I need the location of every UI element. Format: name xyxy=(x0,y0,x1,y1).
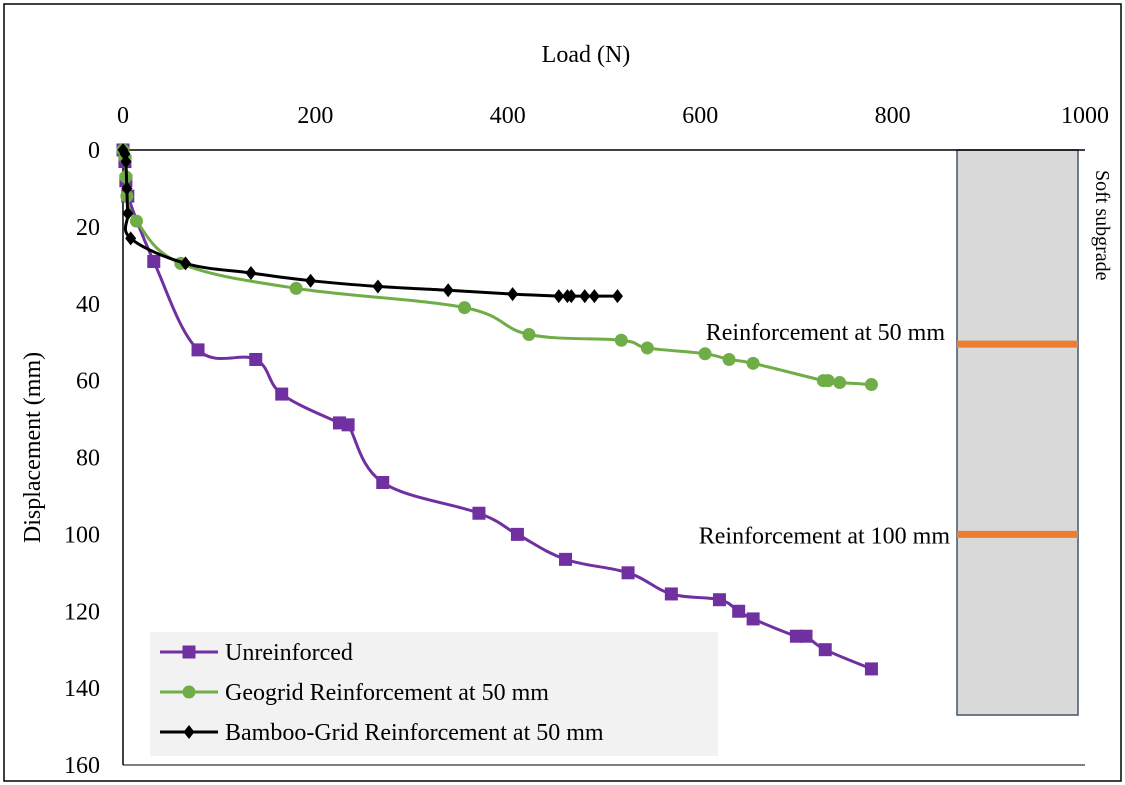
legend-marker xyxy=(182,685,196,699)
data-point xyxy=(245,266,257,280)
data-point xyxy=(565,289,577,304)
data-point xyxy=(122,206,134,221)
x-tick-label: 400 xyxy=(490,103,526,129)
soft-subgrade-label: Soft subgrade xyxy=(1091,170,1113,281)
y-tick-label: 140 xyxy=(64,676,100,702)
data-point xyxy=(289,281,303,295)
data-point xyxy=(821,374,835,388)
data-point xyxy=(191,343,205,357)
y-tick-label: 60 xyxy=(76,369,100,395)
data-point xyxy=(129,214,143,228)
data-point xyxy=(698,347,712,361)
data-point xyxy=(588,289,600,304)
series-group xyxy=(117,143,623,304)
data-point xyxy=(746,612,760,626)
y-tick-label: 80 xyxy=(76,446,100,472)
data-point xyxy=(664,587,678,601)
data-point xyxy=(507,287,519,302)
data-point xyxy=(121,181,133,196)
data-point xyxy=(442,283,454,298)
data-point xyxy=(120,154,132,169)
x-axis-title: Load (N) xyxy=(542,42,631,68)
data-point xyxy=(640,341,654,355)
y-tick-label: 100 xyxy=(64,522,100,548)
data-point xyxy=(864,377,878,391)
reinforcement-50-label: Reinforcement at 50 mm xyxy=(706,320,946,346)
data-point xyxy=(458,301,472,315)
data-point xyxy=(611,289,623,304)
data-point xyxy=(180,256,192,271)
data-point xyxy=(305,273,317,288)
data-point xyxy=(372,279,384,294)
x-tick-label: 0 xyxy=(117,103,129,129)
series-layer xyxy=(116,143,878,676)
legend-label: Geogrid Reinforcement at 50 mm xyxy=(225,680,549,706)
y-tick-labels: 0 20 40 60 80 100 120 140 160 xyxy=(64,138,100,779)
data-point xyxy=(818,643,832,657)
data-point xyxy=(799,629,813,643)
data-point xyxy=(722,352,736,366)
data-point xyxy=(864,662,878,676)
data-point xyxy=(579,289,591,304)
y-tick-label: 40 xyxy=(76,292,100,318)
y-tick-label: 120 xyxy=(64,599,100,625)
legend-item: Geogrid Reinforcement at 50 mm xyxy=(160,680,549,706)
x-tick-label: 1000 xyxy=(1061,103,1109,129)
y-tick-label: 20 xyxy=(76,215,100,241)
data-point xyxy=(249,352,263,366)
data-point xyxy=(341,418,355,432)
data-point xyxy=(522,328,536,341)
data-point xyxy=(376,475,390,489)
legend-marker xyxy=(182,645,196,659)
x-tick-label: 200 xyxy=(297,103,333,129)
x-tick-label: 600 xyxy=(682,103,718,129)
soft-subgrade-box xyxy=(956,149,1079,716)
legend-item: Unreinforced xyxy=(160,640,353,666)
data-point xyxy=(746,356,760,370)
data-point xyxy=(147,254,161,268)
legend-items: Unreinforced Geogrid Reinforcement at 50 … xyxy=(160,640,604,746)
data-point xyxy=(559,552,573,566)
legend-item: Bamboo-Grid Reinforcement at 50 mm xyxy=(160,720,604,746)
data-point xyxy=(510,527,524,541)
data-point xyxy=(472,506,486,520)
reinforcement-100-label: Reinforcement at 100 mm xyxy=(699,523,951,549)
data-point xyxy=(275,387,289,401)
data-point xyxy=(833,376,847,390)
x-tick-labels: 0 200 400 600 800 1000 xyxy=(117,103,1109,129)
legend-label: Unreinforced xyxy=(225,640,353,666)
data-point xyxy=(621,566,635,580)
data-point xyxy=(125,231,137,246)
data-point xyxy=(712,593,726,607)
legend: Unreinforced Geogrid Reinforcement at 50 … xyxy=(150,632,718,756)
y-tick-label: 0 xyxy=(88,138,100,164)
x-tick-label: 800 xyxy=(875,103,911,129)
legend-marker xyxy=(183,725,195,739)
data-point xyxy=(732,604,746,618)
y-tick-label: 160 xyxy=(64,753,100,779)
data-point xyxy=(553,289,565,304)
legend-background xyxy=(150,632,718,756)
y-axis-title: Displacement (mm) xyxy=(20,352,46,543)
data-point xyxy=(614,333,628,347)
legend-label: Bamboo-Grid Reinforcement at 50 mm xyxy=(225,720,604,746)
